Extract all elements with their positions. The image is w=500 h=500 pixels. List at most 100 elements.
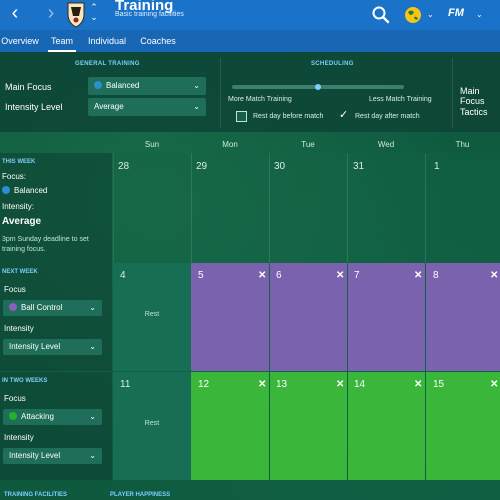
close-icon[interactable]: ✕ (258, 379, 267, 390)
down-chevron-icon[interactable]: ⌄ (90, 12, 98, 22)
next-week-intensity-value: Intensity Level (9, 342, 61, 351)
close-icon[interactable]: ✕ (258, 270, 267, 281)
session-cell[interactable] (426, 372, 500, 480)
main-focus-select[interactable]: Balanced ⌄ (88, 77, 206, 95)
this-week-intensity-value: Average (2, 216, 42, 227)
date-cell: 11 (120, 379, 131, 390)
focus-color-dot (9, 412, 17, 420)
tab-coaches[interactable]: Coaches (140, 36, 176, 46)
fm-menu-button[interactable]: FM ⌄ (446, 4, 490, 26)
date-cell: 4 (120, 270, 126, 281)
club-switcher-arrows[interactable]: ⌃ ⌄ (88, 0, 100, 28)
next-week-focus-value: Ball Control (21, 303, 63, 312)
next-week-intensity-label: Intensity (4, 324, 34, 333)
session-cell[interactable] (348, 263, 425, 371)
close-icon[interactable]: ✕ (414, 379, 423, 390)
fm-logo: FM (448, 7, 464, 19)
chevron-down-icon: ⌄ (89, 451, 96, 460)
date-cell: 29 (196, 161, 208, 172)
more-match-training-label: More Match Training (228, 96, 292, 103)
two-weeks-focus-label: Focus (4, 394, 26, 403)
chevron-down-icon: ⌄ (89, 303, 96, 312)
date-cell: 13 (276, 379, 288, 390)
intensity-level-label: Intensity Level (5, 102, 63, 112)
day-header-wed: Wed (377, 140, 395, 149)
this-week-focus-label: Focus: (2, 172, 27, 181)
page-title: Training (115, 0, 174, 14)
date-cell: 30 (274, 161, 286, 172)
date-cell: 1 (434, 161, 440, 172)
close-icon[interactable]: ✕ (490, 379, 499, 390)
rest-after-checkmark-icon[interactable]: ✓ (339, 109, 349, 121)
session-cell[interactable] (191, 372, 269, 480)
tab-individual[interactable]: Individual (87, 36, 127, 46)
this-week-row (113, 153, 500, 263)
focus-color-dot (9, 303, 17, 311)
general-training-title: GENERAL TRAINING (75, 61, 140, 67)
chevron-down-icon: ⌄ (476, 10, 483, 19)
player-happiness-title: PLAYER HAPPINESS (110, 492, 171, 498)
two-weeks-intensity-value: Intensity Level (9, 451, 61, 460)
two-weeks-title: IN TWO WEEKS (2, 378, 48, 384)
day-header-thu: Thu (455, 140, 470, 149)
rest-label: Rest (144, 311, 160, 318)
date-cell: 8 (433, 270, 439, 281)
two-weeks-intensity-label: Intensity (4, 433, 34, 442)
slider-handle[interactable] (315, 84, 321, 90)
session-cell[interactable] (270, 372, 347, 480)
divider (269, 153, 270, 263)
close-icon[interactable]: ✕ (414, 270, 423, 281)
date-cell: 14 (354, 379, 366, 390)
this-week-panel (0, 153, 112, 263)
next-week-focus-label: Focus (4, 285, 26, 294)
date-cell: 15 (433, 379, 445, 390)
club-crest-icon[interactable] (66, 0, 86, 28)
day-header-sun: Sun (144, 140, 160, 149)
tactics-main-focus-label: Main Focus (460, 86, 485, 106)
tab-team[interactable]: Team (48, 30, 76, 52)
this-week-title: THIS WEEK (2, 159, 36, 165)
rest-label: Rest (144, 420, 160, 427)
this-week-intensity-label: Intensity: (2, 202, 35, 211)
divider (425, 153, 426, 263)
intensity-level-select[interactable]: Average ⌄ (88, 98, 206, 116)
two-weeks-intensity-select[interactable]: Intensity Level ⌄ (3, 448, 102, 464)
next-week-intensity-select[interactable]: Intensity Level ⌄ (3, 339, 102, 355)
deadline-note: 3pm Sunday deadline to set training focu… (2, 236, 89, 253)
rest-day-cell[interactable] (113, 263, 191, 371)
page-subtitle: Basic training facilities (115, 11, 184, 18)
back-button[interactable]: ‹ (11, 2, 19, 24)
day-header-mon: Mon (222, 140, 238, 149)
date-cell: 6 (276, 270, 282, 281)
main-focus-value: Balanced (106, 81, 140, 90)
less-match-training-label: Less Match Training (369, 96, 432, 103)
tab-overview[interactable]: Overview (1, 36, 39, 46)
day-header-tue: Tue (301, 140, 315, 149)
date-cell: 31 (353, 161, 365, 172)
session-cell[interactable] (348, 372, 425, 480)
forward-button[interactable]: › (47, 2, 55, 24)
session-cell[interactable] (270, 263, 347, 371)
two-weeks-focus-select[interactable]: Attacking ⌄ (3, 409, 102, 425)
close-icon[interactable]: ✕ (336, 379, 345, 390)
tab-bar (0, 30, 500, 52)
focus-color-dot (2, 186, 10, 194)
session-cell[interactable] (191, 263, 269, 371)
next-week-focus-select[interactable]: Ball Control ⌄ (3, 300, 102, 316)
search-button[interactable] (370, 4, 392, 26)
world-menu-button[interactable]: ⌄ (402, 4, 436, 26)
rest-day-cell[interactable] (113, 372, 191, 480)
chevron-down-icon: ⌄ (193, 102, 200, 111)
chevron-down-icon: ⌄ (89, 412, 96, 421)
this-week-focus-value: Balanced (14, 186, 48, 195)
tactics-label: Tactics (460, 107, 488, 117)
up-chevron-icon[interactable]: ⌃ (90, 2, 98, 12)
close-icon[interactable]: ✕ (336, 270, 345, 281)
scheduling-title: SCHEDULING (311, 61, 354, 67)
divider (452, 58, 453, 128)
divider (220, 58, 221, 128)
rest-before-checkbox[interactable] (236, 111, 247, 122)
focus-color-dot (94, 81, 102, 89)
close-icon[interactable]: ✕ (490, 270, 499, 281)
session-cell[interactable] (426, 263, 500, 371)
